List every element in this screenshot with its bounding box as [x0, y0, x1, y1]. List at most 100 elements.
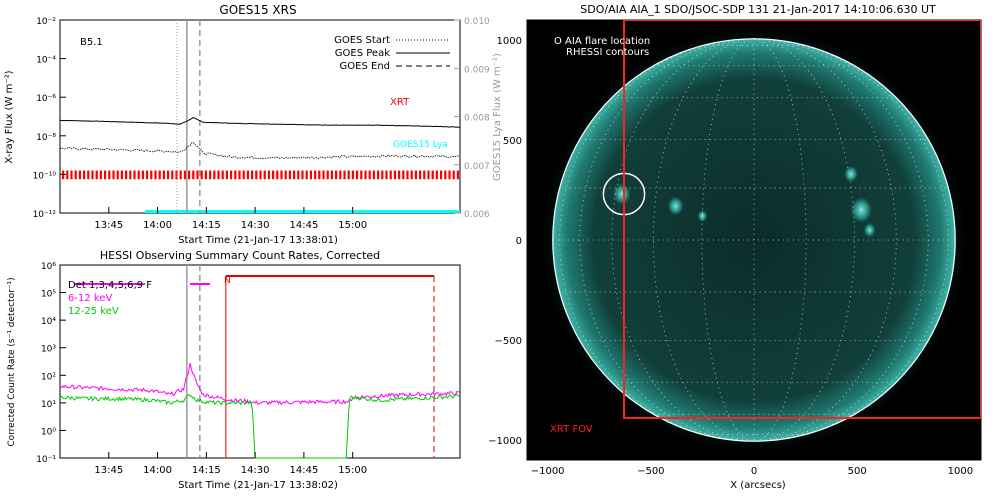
goes-y-tick-right-label: 0.008 [464, 114, 490, 124]
goes-flag-bar [414, 170, 417, 180]
goes-flag-bar [297, 170, 300, 180]
hessi-y-tick-label: 10⁶ [41, 262, 56, 272]
goes-flag-bar [66, 170, 69, 180]
aia-longitude-line [579, 38, 755, 442]
goes-flag-bar [162, 170, 165, 180]
goes-flag-bar [150, 170, 153, 180]
aia-panel: SDO/AIA AIA_1 SDO/JSOC-SDP 131 21-Jan-20… [488, 3, 982, 491]
goes-title: GOES15 XRS [219, 3, 296, 17]
hessi-y-axis-label: Corrected Count Rate (s⁻¹ detector⁻¹) [7, 277, 17, 446]
hessi-series-6-12 [59, 363, 460, 406]
goes-x-tick-label: 14:30 [241, 220, 270, 231]
goes-flag-bar [133, 170, 136, 180]
goes-flag-bar [183, 170, 186, 180]
goes-flag-bar [330, 170, 333, 180]
goes-flag-bar [154, 170, 157, 180]
goes-xrt-label: XRT [390, 97, 410, 108]
goes-flag-bar [326, 170, 329, 180]
goes-flag-bar [246, 170, 249, 180]
goes-flag-bar [230, 170, 233, 180]
goes-flag-bar [259, 170, 262, 180]
goes-flag-bar [389, 170, 392, 180]
aia-active-region [849, 196, 873, 224]
goes-flag-bar [78, 170, 81, 180]
goes-flag-bar [431, 170, 434, 180]
aia-active-region [843, 165, 859, 183]
goes-flag-bar [435, 170, 438, 180]
goes-flag-bar [419, 170, 422, 180]
goes-flag-bar [381, 170, 384, 180]
aia-x-tick-label: 500 [848, 466, 867, 477]
goes-y-axis-label-right: GOES15 Lya Flux (W m⁻²) [492, 53, 503, 181]
goes-flag-bar [402, 170, 405, 180]
goes-flag-bar [196, 170, 199, 180]
goes-series [59, 116, 461, 160]
goes-flag-bar [410, 170, 413, 180]
goes-flag-bar [339, 170, 342, 180]
goes-x-tick-label: 14:00 [143, 220, 172, 231]
aia-x-tick-label: −1000 [531, 466, 565, 477]
goes-flag-bar [146, 170, 149, 180]
goes-flag-bar [234, 170, 237, 180]
goes-flag-bar [318, 170, 321, 180]
goes-flag-bar [95, 170, 98, 180]
aia-title: SDO/AIA AIA_1 SDO/JSOC-SDP 131 21-Jan-20… [580, 3, 936, 16]
goes-flag-bar [377, 170, 380, 180]
goes-y-tick-right-label: 0.007 [464, 162, 490, 172]
goes-y-tick-label: 10⁻⁶ [36, 94, 56, 104]
goes-flag-bar [288, 170, 291, 180]
goes-flag-bar [372, 170, 375, 180]
goes-flag-bar [120, 170, 123, 180]
hessi-panel: HESSI Observing Summary Count Rates, Cor… [7, 249, 461, 491]
goes-y-tick-label: 10⁻⁸ [36, 133, 56, 143]
aia-y-tick-label: −500 [495, 336, 522, 347]
goes-y-tick-right-label: 0.010 [464, 17, 490, 27]
goes-flag-bar [225, 170, 228, 180]
aia-limb-circle [552, 38, 956, 442]
aia-x-tick-label: −500 [637, 466, 664, 477]
hessi-night-markers [225, 275, 435, 458]
aia-x-axis-label: X (arcsecs) [730, 480, 786, 491]
goes-y-tick-label: 10⁻¹² [33, 210, 57, 220]
hessi-y-tick-label: 10¹ [41, 400, 56, 410]
goes-flag-bar [267, 170, 270, 180]
goes-flag-bar [158, 170, 161, 180]
goes-flare-class: B5.1 [80, 37, 103, 48]
goes-flag-bar [360, 170, 363, 180]
goes-flag-bar [167, 170, 170, 180]
hessi-x-tick-label: 14:15 [192, 465, 221, 476]
hessi-x-tick-label: 14:30 [241, 465, 270, 476]
hessi-x-axis-label: Start Time (21-Jan-17 13:38:02) [178, 480, 338, 491]
hessi-legend-6-12: 6-12 keV [68, 293, 112, 304]
aia-y-tick-label: 1000 [497, 36, 522, 47]
goes-flag-bar [385, 170, 388, 180]
aia-image [538, 20, 981, 456]
aia-solar-disk [552, 38, 956, 442]
aia-longitude-line [753, 38, 929, 442]
goes-flag-bar [209, 170, 212, 180]
hessi-series-12-25 [59, 393, 460, 459]
goes-y-tick-right-label: 0.006 [464, 210, 490, 220]
goes-flag-bar [284, 170, 287, 180]
aia-longitude-line [701, 38, 755, 442]
goes-flag-bar [125, 170, 128, 180]
goes-x-tick-label: 14:45 [289, 220, 318, 231]
goes-flag-bar [112, 170, 115, 180]
goes-flag-bar [188, 170, 191, 180]
aia-longitude-line [753, 38, 807, 442]
goes-flag-bar [255, 170, 258, 180]
goes-flag-bar [87, 170, 90, 180]
aia-active-regions [612, 165, 876, 238]
goes-flag-bar [356, 170, 359, 180]
goes-y-tick-label: 10⁻⁴ [36, 56, 56, 66]
aia-legend-rhessi: RHESSI contours [566, 47, 649, 58]
hessi-x-tick-label: 13:45 [94, 465, 123, 476]
goes-flag-bar [200, 170, 203, 180]
goes-flag-bar [301, 170, 304, 180]
goes-red-bars [62, 170, 459, 180]
goes-y-tick-label: 10⁻¹⁰ [33, 171, 57, 181]
goes-flag-bar [393, 170, 396, 180]
goes-flag-bar [456, 170, 459, 180]
goes-x-tick-label: 13:45 [94, 220, 123, 231]
